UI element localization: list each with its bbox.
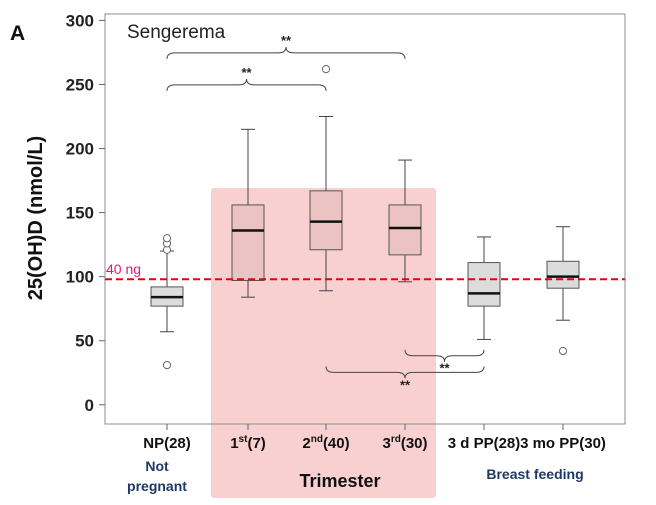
box-2 bbox=[231, 128, 265, 298]
y-tick-label: 50 bbox=[75, 332, 94, 351]
y-axis-label: 25(OH)D (nmol/L) bbox=[25, 136, 47, 300]
y-tick-label: 100 bbox=[66, 268, 94, 287]
outlier-point bbox=[162, 360, 172, 370]
significance-bracket bbox=[166, 46, 406, 59]
box-5 bbox=[467, 236, 501, 340]
outlier-point bbox=[162, 234, 172, 243]
group-label-breast-feeding: Breast feeding bbox=[486, 466, 583, 482]
significance-label: ** bbox=[439, 361, 450, 376]
box-6 bbox=[546, 226, 580, 356]
y-tick-label: 0 bbox=[85, 396, 94, 415]
box-iqr bbox=[231, 204, 265, 281]
chart-title: Sengerema bbox=[127, 22, 226, 43]
panel-letter: A bbox=[10, 22, 25, 45]
plot-frame bbox=[104, 13, 626, 425]
y-tick-label: 200 bbox=[66, 140, 94, 159]
box-iqr bbox=[388, 204, 422, 256]
y-axis: 0 50 100 150 200 250 300 bbox=[66, 11, 105, 415]
significance-bracket bbox=[166, 78, 327, 91]
significance-label: ** bbox=[281, 33, 292, 48]
outlier-point bbox=[558, 346, 568, 356]
significance-label: ** bbox=[400, 377, 411, 392]
x-axis: NP(28) 1st(7) 2nd(40) 3rd(30) 3 d PP(28) 3 mo… bbox=[143, 424, 606, 452]
reference-line-group: 40 ng bbox=[105, 261, 625, 281]
group-label-not-pregnant-line2: pregnant bbox=[127, 478, 187, 494]
x-tick-label: 3 mo PP(30) bbox=[520, 435, 606, 452]
box-iqr bbox=[546, 260, 580, 289]
box-iqr bbox=[467, 262, 501, 307]
box-series bbox=[150, 64, 580, 370]
box-4 bbox=[388, 159, 422, 283]
significance-label: ** bbox=[241, 65, 252, 80]
x-tick-label: 3 d PP(28) bbox=[448, 435, 521, 452]
box-iqr bbox=[309, 190, 343, 251]
y-tick-label: 300 bbox=[66, 11, 94, 30]
x-tick-label: NP(28) bbox=[143, 435, 191, 452]
reference-line-label: 40 ng bbox=[106, 261, 141, 277]
x-tick-label: 2nd(40) bbox=[302, 434, 349, 452]
outlier-point bbox=[321, 64, 331, 74]
trimester-highlight-region bbox=[211, 188, 436, 498]
box-3 bbox=[309, 64, 343, 292]
box-1 bbox=[150, 234, 184, 370]
x-tick-label: 3rd(30) bbox=[382, 434, 427, 452]
significance-brackets: ** ** ** ** bbox=[166, 33, 485, 392]
x-tick-label: 1st(7) bbox=[230, 434, 266, 452]
y-tick-label: 250 bbox=[66, 75, 94, 94]
group-label-not-pregnant-line1: Not bbox=[145, 458, 169, 474]
group-label-trimester: Trimester bbox=[299, 471, 380, 491]
y-tick-label: 150 bbox=[66, 204, 94, 223]
